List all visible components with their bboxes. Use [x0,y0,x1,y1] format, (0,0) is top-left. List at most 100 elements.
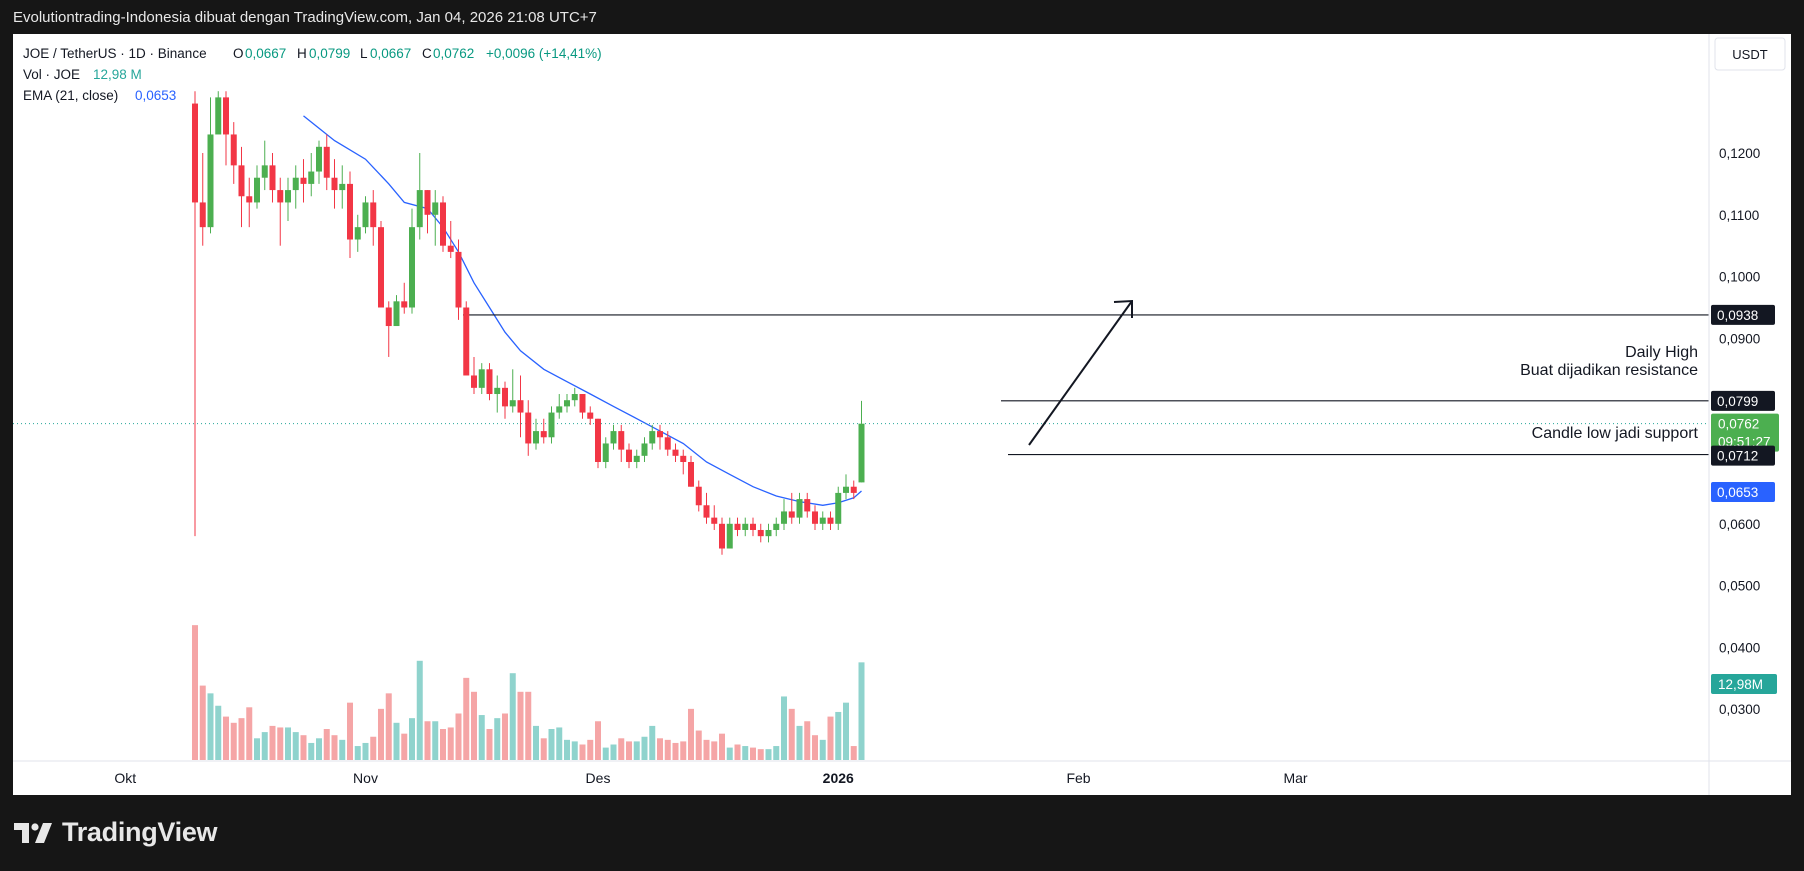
time-label: Mar [1283,770,1307,786]
volume-bar [215,705,222,760]
volume-bar [633,741,640,760]
candle-body [812,511,818,524]
candle-body [850,486,857,493]
candle [564,394,570,413]
volume-bar [734,744,741,760]
candle [610,424,617,450]
candle-body [610,431,617,444]
volume-bar [455,713,462,760]
candle [672,443,679,462]
candle-body [587,412,594,419]
annotation-daily-high: Daily High [1625,344,1698,361]
volume-bar [726,747,733,760]
candle [285,177,291,221]
candle [447,220,454,259]
candle-body [292,177,299,191]
tag-volume-bg [1711,674,1777,694]
currency-button[interactable] [1714,37,1786,71]
candle-body [316,146,322,172]
tradingview-logo-icon [14,822,52,843]
candle [835,486,842,530]
volume-bar [641,736,648,760]
candle [742,517,749,537]
volume-bar [649,725,656,760]
caption-bar: Evolutiontrading-Indonesia dibuat dengan… [0,0,1804,34]
candle-body [688,462,694,487]
volume-bar [688,708,694,760]
candle-body [788,511,795,518]
candle-body [199,202,206,228]
volume-bar [610,744,617,760]
candle [819,511,826,530]
candle [486,363,493,401]
time-label: Nov [353,770,378,786]
volume-bar [525,691,532,760]
projection-arrow[interactable] [1028,299,1133,446]
candle-body [649,431,656,444]
price-tick: 0,0600 [1719,517,1760,532]
candle [633,449,640,469]
candle [269,153,276,203]
tag-ema-bg [1711,482,1775,503]
candle-body [672,449,679,456]
volume-bar [261,732,268,760]
candle-body [331,177,338,191]
candle [215,91,222,135]
candle [533,418,539,450]
candles [192,91,865,555]
candle-body [843,486,849,493]
volume-bar [858,662,865,760]
volume-bar [238,718,245,760]
candle [517,375,524,438]
candle-body [618,431,625,450]
volume-bar [773,746,780,760]
volume-bar [316,738,322,760]
volume-bar [354,746,361,760]
candle [750,517,756,537]
volume-bar [533,725,539,760]
price-tags: 0,09380,07990,076209:51:270,07120,065312… [1711,304,1779,694]
volume-bar [680,741,687,760]
volume-bar [370,736,377,760]
volume-bar [308,742,315,760]
candle-body [765,529,772,537]
candle-body [285,190,291,203]
candle [587,406,594,425]
candle-body [432,202,439,215]
candle [455,239,462,320]
volume-bar [347,702,353,760]
candle-body [385,307,392,327]
volume-bar [494,718,501,760]
volume-bar [199,685,206,760]
candle-body [835,492,842,524]
candle-body [308,171,315,184]
candle-body [540,431,547,438]
candle-body [695,486,702,506]
candle-body [463,307,470,376]
volume-bar [850,746,857,760]
volume-bar [796,725,803,760]
volume-bar [750,747,756,760]
volume-bar [277,727,284,760]
volume-bar [323,729,330,760]
candle [440,196,446,252]
legend-change: +0,0096 (+14,41%) [486,46,602,61]
candle [502,381,508,419]
candle-body [424,190,431,215]
legend-h-label: H [297,46,307,61]
price-chart[interactable]: Daily High Buat dijadikan resistance Can… [13,34,1791,795]
candle [471,356,477,395]
legend-ema-value: 0,0653 [135,88,176,103]
volume-bar [664,739,671,760]
price-tick: 0,1000 [1719,270,1760,285]
candle-body [230,134,237,166]
candle [680,449,687,475]
candle [827,511,834,530]
candle-body [564,400,570,407]
candle-body [455,251,462,308]
price-tick: 0,0300 [1719,702,1760,717]
legend-o-label: O [233,46,244,61]
tradingview-logo[interactable]: TradingView [14,817,218,848]
volume-bar [517,691,524,760]
candle [339,165,346,209]
